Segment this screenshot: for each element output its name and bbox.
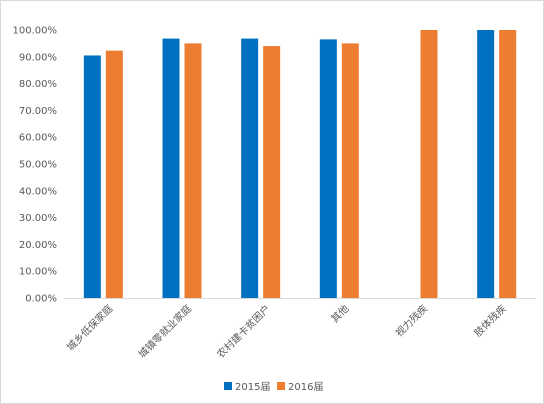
y-tick-label: 90.00% — [19, 52, 57, 63]
y-tick-label: 70.00% — [19, 106, 57, 117]
bar-2015 — [241, 38, 259, 299]
x-tick-label: 视力残疾 — [393, 302, 430, 339]
bar-2015 — [162, 38, 180, 299]
bar-2016 — [499, 30, 517, 298]
y-tick-label: 80.00% — [19, 79, 57, 90]
bar-2016 — [420, 30, 438, 298]
x-tick-label: 城乡低保家庭 — [64, 302, 116, 354]
x-tick-label: 城镇零就业家庭 — [135, 302, 194, 361]
y-tick-label: 20.00% — [19, 240, 57, 251]
x-axis-labels: 城乡低保家庭 城镇零就业家庭 农村建卡贫困户 其他 视力残疾 肢体残疾 — [64, 302, 509, 361]
legend-label-2016: 2016届 — [288, 381, 323, 393]
bar-2015 — [83, 55, 101, 299]
x-tick-label: 其他 — [328, 302, 351, 325]
bar-2016 — [105, 50, 123, 298]
bar-2015 — [477, 30, 495, 298]
y-tick-label: 50.00% — [19, 160, 57, 171]
bar-2015 — [319, 39, 337, 298]
legend: 2015届 2016届 — [224, 381, 323, 393]
y-tick-label: 10.00% — [19, 267, 57, 278]
legend-swatch-2016 — [277, 382, 285, 390]
y-tick-label: 0.00% — [25, 294, 57, 305]
y-tick-label: 60.00% — [19, 133, 57, 144]
bar-2016 — [263, 46, 281, 298]
x-tick-label: 农村建卡贫困户 — [214, 302, 273, 361]
bars — [83, 30, 517, 299]
x-tick-label: 肢体残疾 — [471, 302, 508, 339]
y-tick-label: 30.00% — [19, 213, 57, 224]
y-axis: 0.00% 10.00% 20.00% 30.00% 40.00% 50.00% 60.00… — [13, 26, 58, 305]
y-tick-label: 40.00% — [19, 186, 57, 197]
legend-label-2015: 2015届 — [235, 381, 270, 393]
bar-2016 — [341, 43, 359, 299]
legend-swatch-2015 — [224, 382, 232, 390]
bar-2016 — [184, 43, 202, 299]
y-tick-label: 100.00% — [13, 26, 58, 37]
